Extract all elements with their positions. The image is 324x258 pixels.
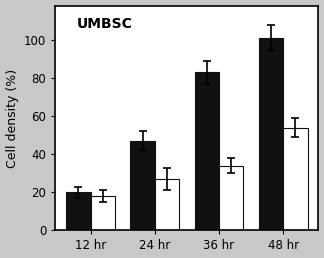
Bar <box>131 141 155 230</box>
Bar <box>219 166 243 230</box>
Y-axis label: Cell density (%): Cell density (%) <box>6 68 18 167</box>
Bar <box>91 196 115 230</box>
Bar <box>195 72 219 230</box>
Text: UMBSC: UMBSC <box>76 17 132 31</box>
Bar <box>66 192 91 230</box>
Bar <box>259 38 283 230</box>
Bar <box>155 179 179 230</box>
Bar <box>283 127 307 230</box>
